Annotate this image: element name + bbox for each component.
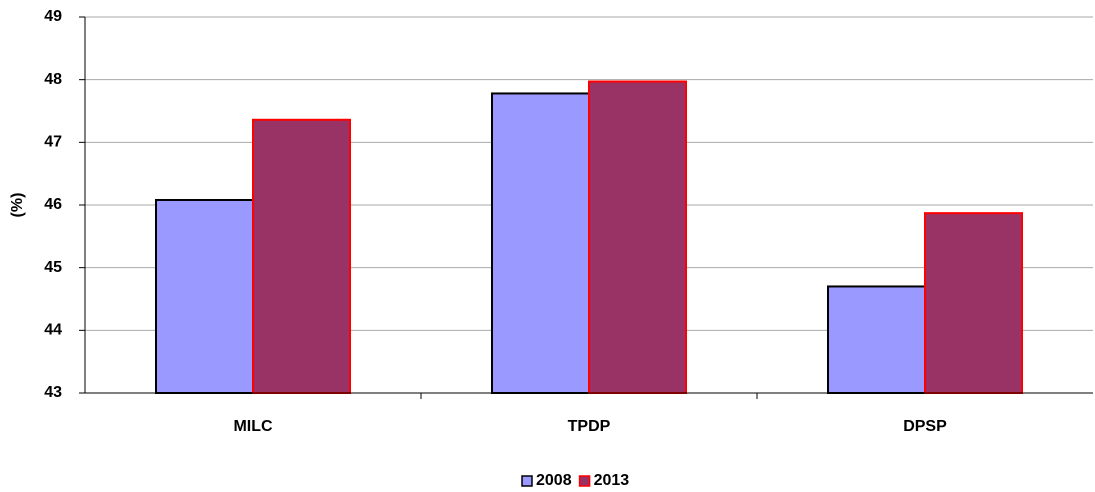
bar bbox=[827, 285, 926, 395]
bar bbox=[588, 80, 687, 395]
x-tick-label: TPDP bbox=[568, 418, 611, 435]
x-tick-label: MILC bbox=[233, 418, 273, 435]
legend-swatch bbox=[578, 475, 591, 487]
bar bbox=[252, 118, 351, 394]
legend-label: 2008 bbox=[536, 472, 572, 489]
y-tick-label: 49 bbox=[44, 8, 62, 25]
bar bbox=[155, 198, 254, 394]
y-tick-label: 48 bbox=[44, 71, 62, 88]
bar bbox=[491, 92, 590, 394]
y-tick-label: 46 bbox=[44, 196, 62, 213]
y-tick-label: 45 bbox=[44, 259, 62, 276]
y-axis-label: (%) bbox=[9, 193, 26, 218]
y-tick-label: 43 bbox=[44, 384, 62, 401]
y-tick-label: 44 bbox=[44, 322, 62, 339]
x-tick-label: DPSP bbox=[903, 418, 947, 435]
bar bbox=[924, 212, 1023, 394]
legend-swatch bbox=[521, 475, 533, 487]
y-tick-label: 47 bbox=[44, 134, 62, 151]
legend-label: 2013 bbox=[594, 472, 630, 489]
